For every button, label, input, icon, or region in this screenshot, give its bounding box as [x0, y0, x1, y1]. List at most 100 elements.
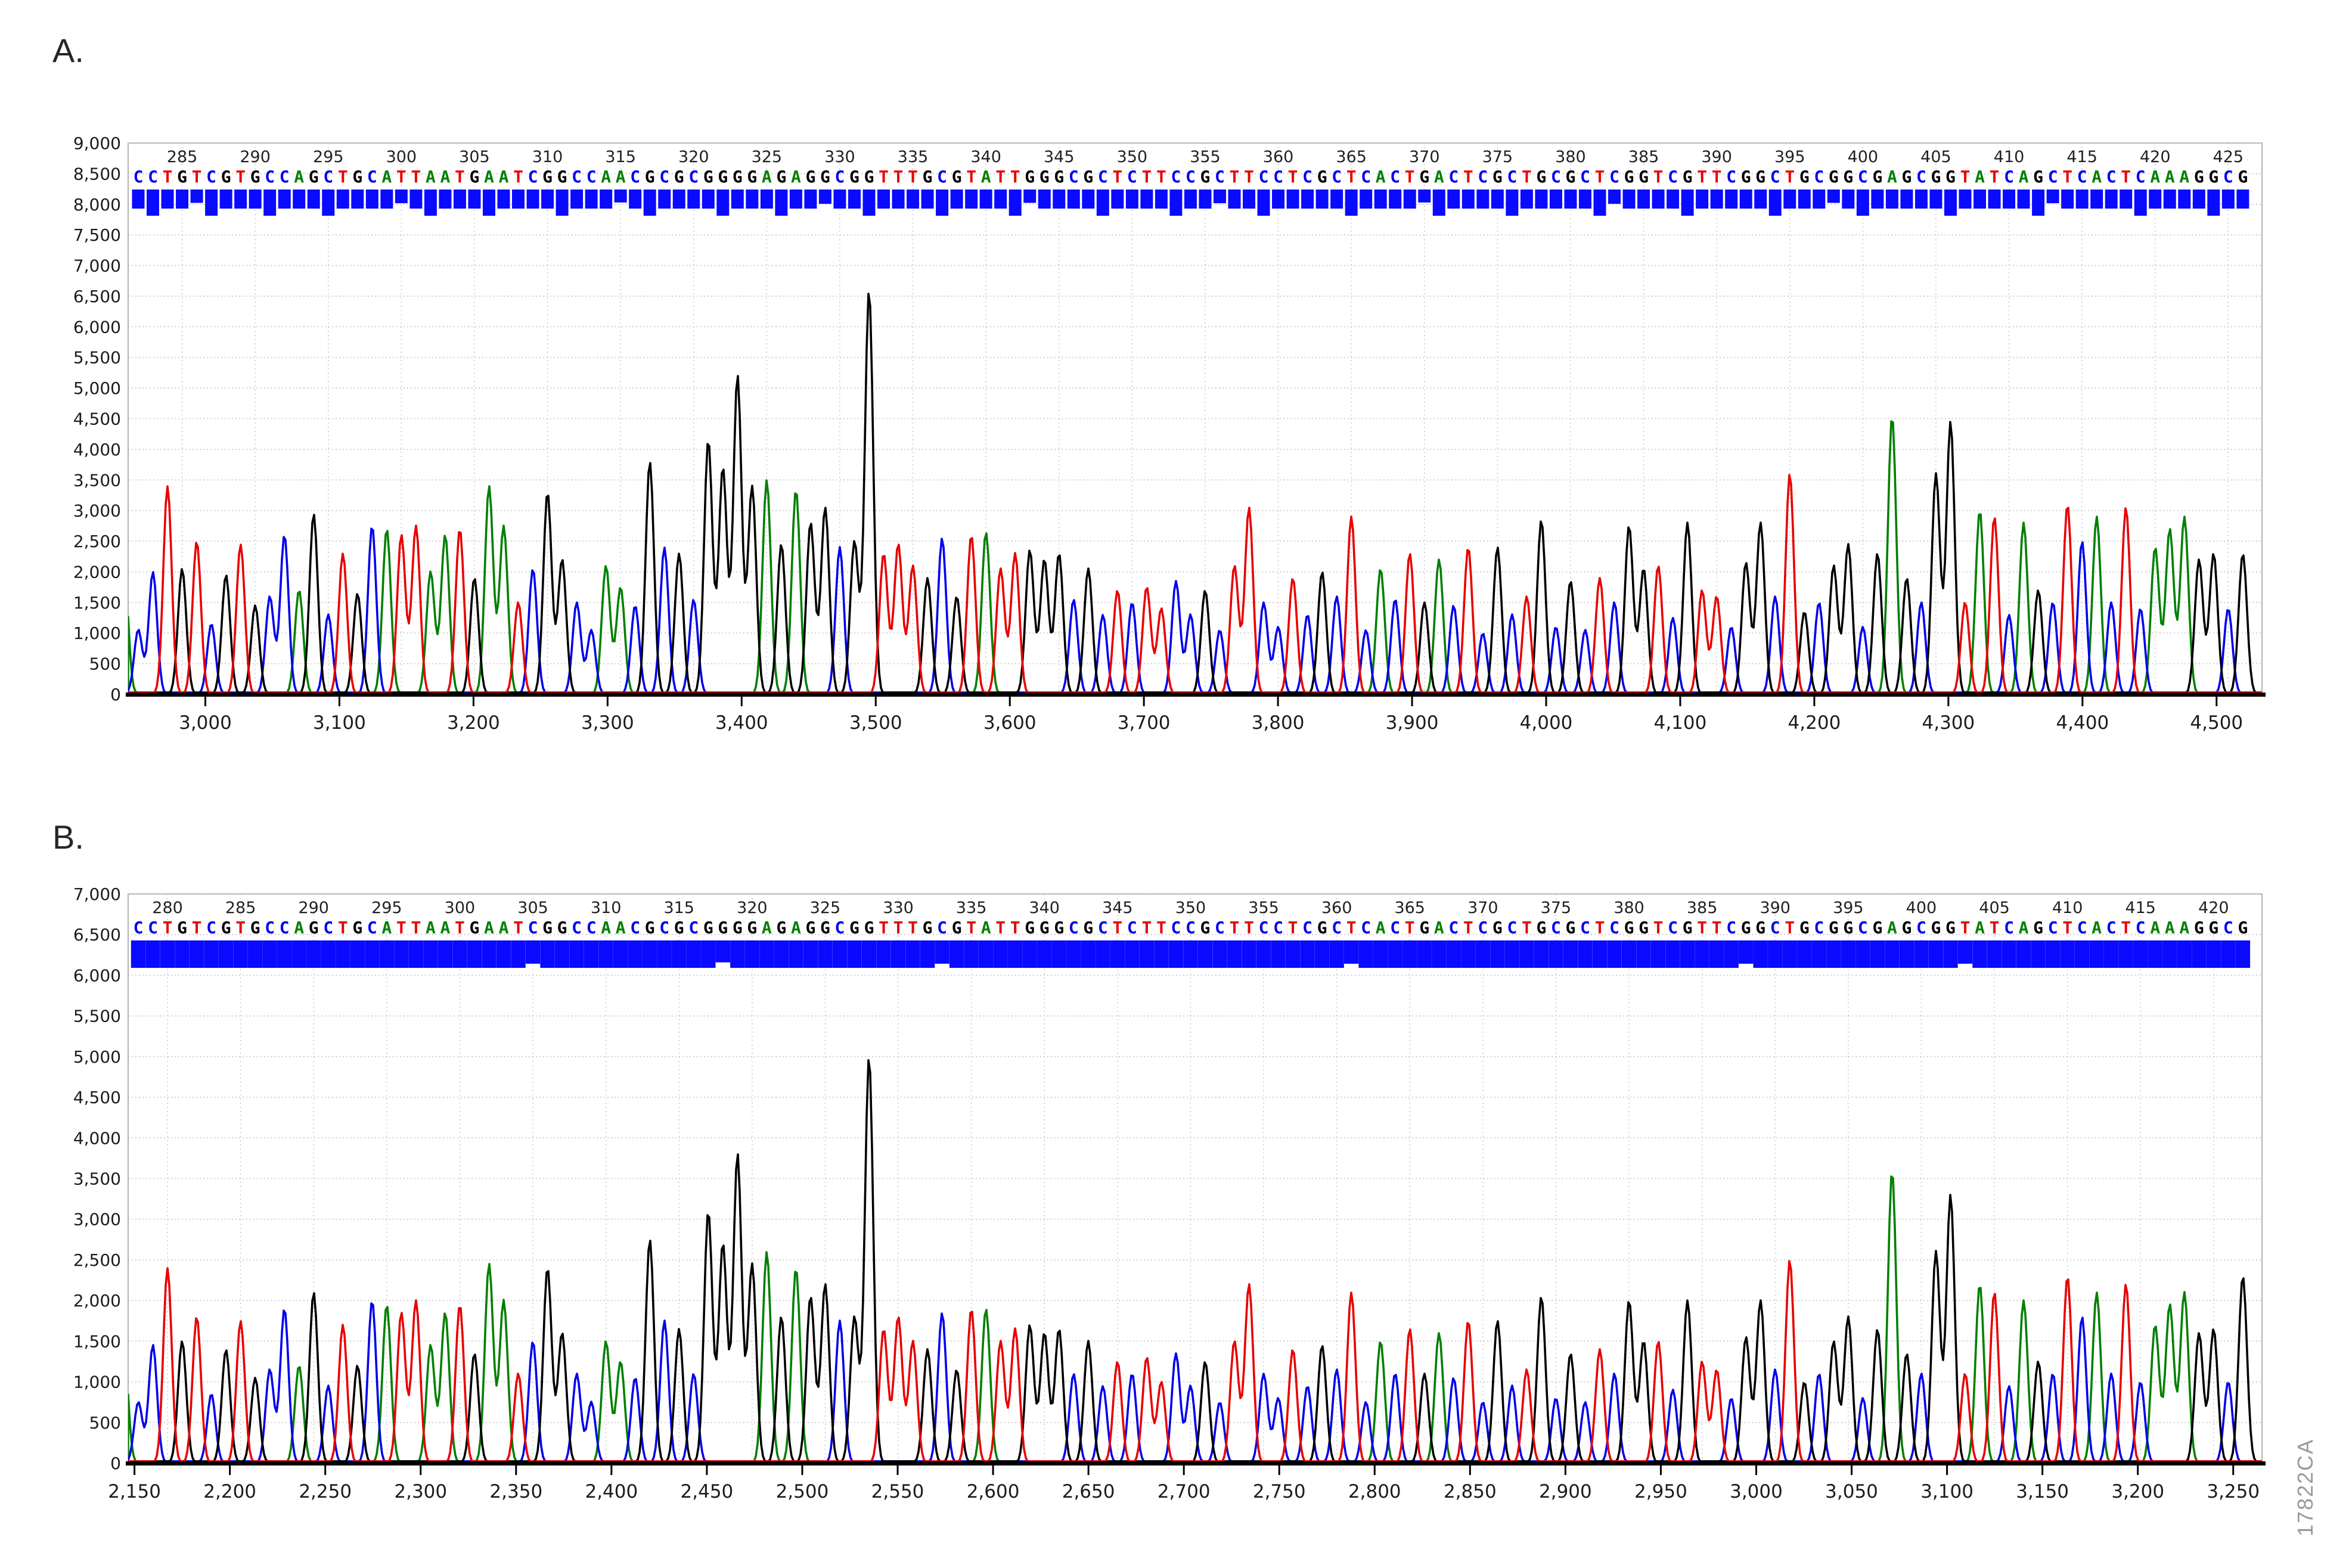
- panel-a: 0 500 1,000 1,500 2,000 2,500 3,000 3,500 4,000 4…: [73, 133, 2266, 734]
- panel-b-y-axis-labels: 0 500 1,000 1,500 2,000 2,500 3,000 3,500 4,000 4…: [73, 884, 121, 1473]
- x-tick-label: 3,500: [849, 712, 902, 734]
- base-call-letter: C: [1332, 167, 1342, 187]
- quality-bar: [818, 940, 833, 968]
- position-tick-label: 380: [1555, 148, 1586, 166]
- base-call-letter: G: [1872, 918, 1882, 937]
- x-tick-label: 3,900: [1386, 712, 1439, 734]
- base-call-letter: A: [1887, 918, 1897, 937]
- quality-bar: [2032, 190, 2045, 216]
- position-tick-label: 390: [1760, 899, 1791, 917]
- base-call-letter: C: [1551, 167, 1561, 187]
- quality-bar: [147, 190, 160, 216]
- position-tick-label: 320: [737, 899, 768, 917]
- base-call-letter: A: [2150, 918, 2160, 937]
- position-tick-label: 335: [898, 148, 929, 166]
- base-call-letter: C: [1069, 918, 1079, 937]
- base-call-letter: T: [1697, 167, 1707, 187]
- quality-bar: [1066, 940, 1081, 968]
- y-tick-label: 500: [89, 654, 121, 674]
- quality-bar: [1900, 190, 1913, 209]
- base-call-letter: G: [1083, 167, 1093, 187]
- base-call-letter: C: [1171, 167, 1181, 187]
- base-call-letter: T: [396, 918, 407, 937]
- quality-bar: [2207, 190, 2220, 216]
- quality-bar: [541, 190, 554, 209]
- base-call-letter: A: [499, 167, 509, 187]
- quality-bar: [1417, 940, 1432, 968]
- x-tick-label: 3,300: [581, 712, 634, 734]
- quality-bar: [1637, 190, 1650, 209]
- quality-bar: [702, 190, 715, 209]
- base-call-letter: G: [1083, 918, 1093, 937]
- panel-b-x-axis-line: [126, 1461, 2266, 1465]
- base-call-letter: C: [1171, 918, 1181, 937]
- quality-bar: [1959, 190, 1972, 209]
- base-call-letter: G: [1492, 167, 1503, 187]
- quality-bar: [628, 940, 643, 968]
- base-call-letter: G: [2238, 167, 2248, 187]
- quality-bar: [598, 940, 613, 968]
- base-call-letter: C: [1273, 167, 1283, 187]
- base-call-letter: T: [2121, 918, 2131, 937]
- quality-bar: [1826, 940, 1841, 968]
- quality-bar: [2104, 940, 2119, 968]
- quality-bar: [2060, 940, 2075, 968]
- base-call-letter: C: [1858, 918, 1868, 937]
- base-call-letter: T: [893, 167, 904, 187]
- quality-bar: [1798, 190, 1811, 209]
- base-call-letter: C: [1390, 167, 1400, 187]
- base-call-letter: G: [1317, 167, 1327, 187]
- base-call-letter: G: [703, 918, 713, 937]
- quality-bar: [263, 190, 277, 216]
- quality-bar: [774, 940, 789, 968]
- y-tick-label: 2,500: [73, 532, 121, 551]
- quality-bar: [1402, 940, 1417, 968]
- base-call-letter: T: [1112, 167, 1122, 187]
- quality-bar: [585, 190, 598, 209]
- quality-bar: [1315, 190, 1329, 209]
- position-tick-label: 285: [167, 148, 198, 166]
- base-call-letter: G: [1025, 167, 1035, 187]
- quality-bar: [379, 940, 395, 968]
- x-tick-label: 2,800: [1348, 1481, 1401, 1502]
- quality-bar: [818, 190, 831, 204]
- quality-bar: [439, 190, 452, 209]
- base-call-letter: C: [1858, 167, 1868, 187]
- base-call-letter: G: [352, 918, 362, 937]
- quality-bar: [293, 190, 306, 209]
- base-call-letter: G: [1025, 918, 1035, 937]
- quality-bar: [1168, 940, 1184, 968]
- quality-bar: [614, 190, 627, 203]
- quality-bar: [497, 190, 510, 209]
- base-call-letter: G: [1639, 167, 1649, 187]
- base-call-letter: G: [542, 918, 553, 937]
- panel-b-trace-G: [128, 1059, 2262, 1463]
- quality-bar: [1739, 190, 1752, 209]
- base-call-letter: T: [235, 918, 246, 937]
- y-tick-label: 1,500: [73, 1331, 121, 1351]
- base-call-letter: G: [1683, 918, 1693, 937]
- quality-bar: [525, 940, 541, 964]
- base-call-letter: T: [879, 918, 889, 937]
- base-call-letter: G: [2194, 918, 2204, 937]
- base-call-letter: G: [952, 918, 962, 937]
- y-tick-label: 2,500: [73, 1250, 121, 1270]
- quality-bar: [1257, 190, 1270, 216]
- base-call-letter: C: [2106, 918, 2117, 937]
- base-call-letter: T: [1653, 918, 1664, 937]
- x-tick-label: 2,400: [585, 1481, 638, 1502]
- quality-bar: [643, 190, 656, 216]
- quality-bar: [1227, 940, 1242, 968]
- base-call-letter: C: [2106, 167, 2117, 187]
- base-call-letter: G: [1054, 167, 1064, 187]
- base-call-letter: G: [747, 918, 757, 937]
- base-call-letter: G: [1039, 167, 1050, 187]
- base-call-letter: A: [2092, 918, 2102, 937]
- position-tick-label: 400: [1906, 899, 1937, 917]
- position-tick-label: 290: [240, 148, 271, 166]
- base-call-letter: C: [1215, 167, 1225, 187]
- base-call-letter: A: [762, 918, 772, 937]
- quality-bar: [832, 940, 848, 968]
- base-call-letter: C: [206, 918, 216, 937]
